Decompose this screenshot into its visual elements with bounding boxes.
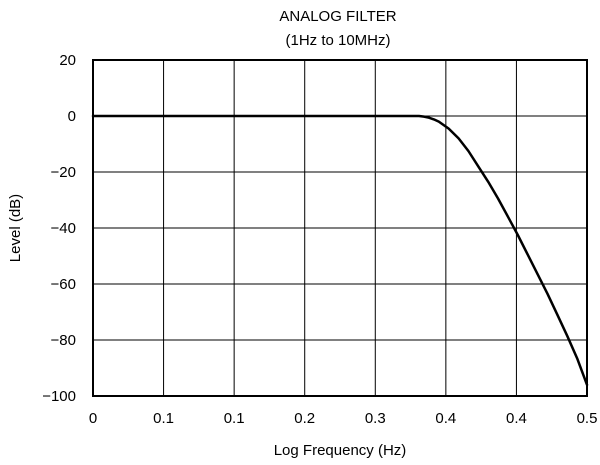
y-tick-label: −100 bbox=[42, 388, 76, 405]
y-tick-label: −80 bbox=[51, 332, 76, 349]
x-tick-label: 0.1 bbox=[153, 410, 174, 427]
series-group bbox=[91, 114, 589, 387]
x-tick-label: 0.4 bbox=[506, 410, 527, 427]
x-tick-label: 0.1 bbox=[224, 410, 245, 427]
y-tick-label: −20 bbox=[51, 164, 76, 181]
x-tick-label: 0.2 bbox=[294, 410, 315, 427]
y-tick-label: −40 bbox=[51, 220, 76, 237]
y-tick-label: −60 bbox=[51, 276, 76, 293]
chart-title: ANALOG FILTER bbox=[279, 8, 396, 25]
x-axis-label: Log Frequency (Hz) bbox=[274, 442, 407, 459]
x-tick-label: 0 bbox=[89, 410, 97, 427]
chart-subtitle: (1Hz to 10MHz) bbox=[285, 32, 390, 49]
plot-frame bbox=[92, 59, 588, 397]
x-tick-label: 0.4 bbox=[435, 410, 456, 427]
x-tick-label: 0.5 bbox=[577, 410, 598, 427]
y-tick-label: 0 bbox=[68, 108, 76, 125]
tick-labels: 0 0.1 0.1 0.2 0.3 0.4 0.4 0.5 20 0 −20 −40 −60 −80 −10… bbox=[42, 52, 597, 427]
series-line bbox=[91, 114, 589, 387]
y-axis-label: Level (dB) bbox=[7, 194, 24, 262]
x-tick-label: 0.3 bbox=[365, 410, 386, 427]
y-tick-label: 20 bbox=[59, 52, 76, 69]
